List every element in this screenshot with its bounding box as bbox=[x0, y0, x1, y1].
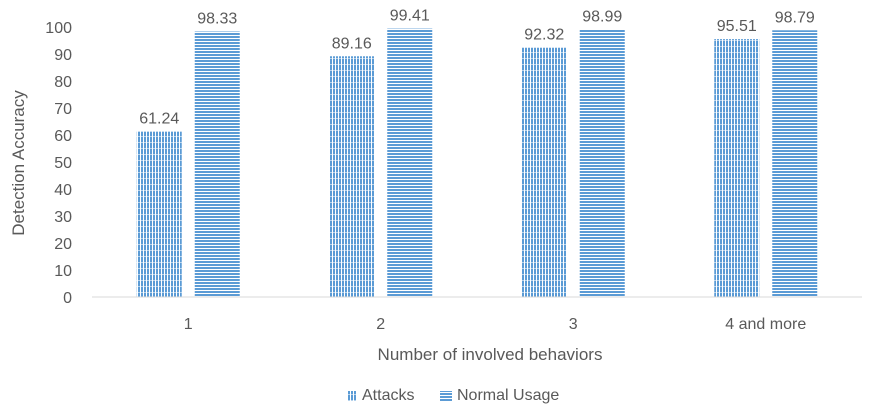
legend-swatch-normal-usage bbox=[440, 391, 452, 401]
x-axis: 1 2 3 4 and more bbox=[184, 316, 807, 333]
bar-attacks-2 bbox=[329, 56, 375, 297]
x-tick-label: 3 bbox=[569, 316, 578, 333]
bar-attacks-3 bbox=[521, 47, 567, 298]
y-tick-label: 80 bbox=[54, 74, 72, 91]
y-axis: 0 10 20 30 40 50 60 70 80 90 100 bbox=[45, 20, 72, 307]
y-tick-label: 60 bbox=[54, 128, 72, 145]
plot-area bbox=[136, 28, 818, 298]
y-tick-label: 100 bbox=[45, 20, 72, 37]
data-labels: 61.24 98.33 89.16 99.41 92.32 98.99 95.51 98.79 bbox=[139, 8, 815, 128]
y-tick-label: 10 bbox=[54, 263, 72, 280]
bar-normal-usage-4-and-more bbox=[772, 30, 818, 298]
legend-label-normal-usage: Normal Usage bbox=[457, 387, 559, 404]
data-label-attacks-4-and-more: 95.51 bbox=[717, 18, 757, 35]
data-label-normal-usage-2: 99.41 bbox=[390, 8, 430, 25]
bar-attacks-4-and-more bbox=[714, 39, 760, 298]
y-tick-label: 40 bbox=[54, 182, 72, 199]
data-label-attacks-2: 89.16 bbox=[332, 35, 372, 52]
data-label-attacks-3: 92.32 bbox=[524, 27, 564, 44]
legend: Attacks Normal Usage bbox=[347, 387, 559, 404]
data-label-attacks-1: 61.24 bbox=[139, 111, 179, 128]
x-tick-label: 4 and more bbox=[725, 316, 806, 333]
legend-swatch-attacks bbox=[347, 391, 357, 401]
x-axis-title: Number of involved behaviors bbox=[378, 345, 603, 364]
data-label-normal-usage-4-and-more: 98.79 bbox=[775, 9, 815, 26]
data-label-normal-usage-1: 98.33 bbox=[197, 11, 237, 28]
bar-normal-usage-2 bbox=[387, 28, 433, 298]
x-tick-label: 1 bbox=[184, 316, 193, 333]
bar-normal-usage-1 bbox=[194, 31, 240, 297]
y-tick-label: 70 bbox=[54, 101, 72, 118]
y-tick-label: 20 bbox=[54, 236, 72, 253]
legend-label-attacks: Attacks bbox=[362, 387, 414, 404]
y-tick-label: 0 bbox=[63, 290, 72, 307]
y-tick-label: 90 bbox=[54, 47, 72, 64]
y-tick-label: 30 bbox=[54, 209, 72, 226]
y-axis-title: Detection Accuracy bbox=[9, 90, 28, 236]
x-tick-label: 2 bbox=[376, 316, 385, 333]
y-tick-label: 50 bbox=[54, 155, 72, 172]
bar-normal-usage-3 bbox=[579, 29, 625, 298]
data-label-normal-usage-3: 98.99 bbox=[582, 9, 622, 26]
bar-attacks-1 bbox=[136, 131, 182, 297]
